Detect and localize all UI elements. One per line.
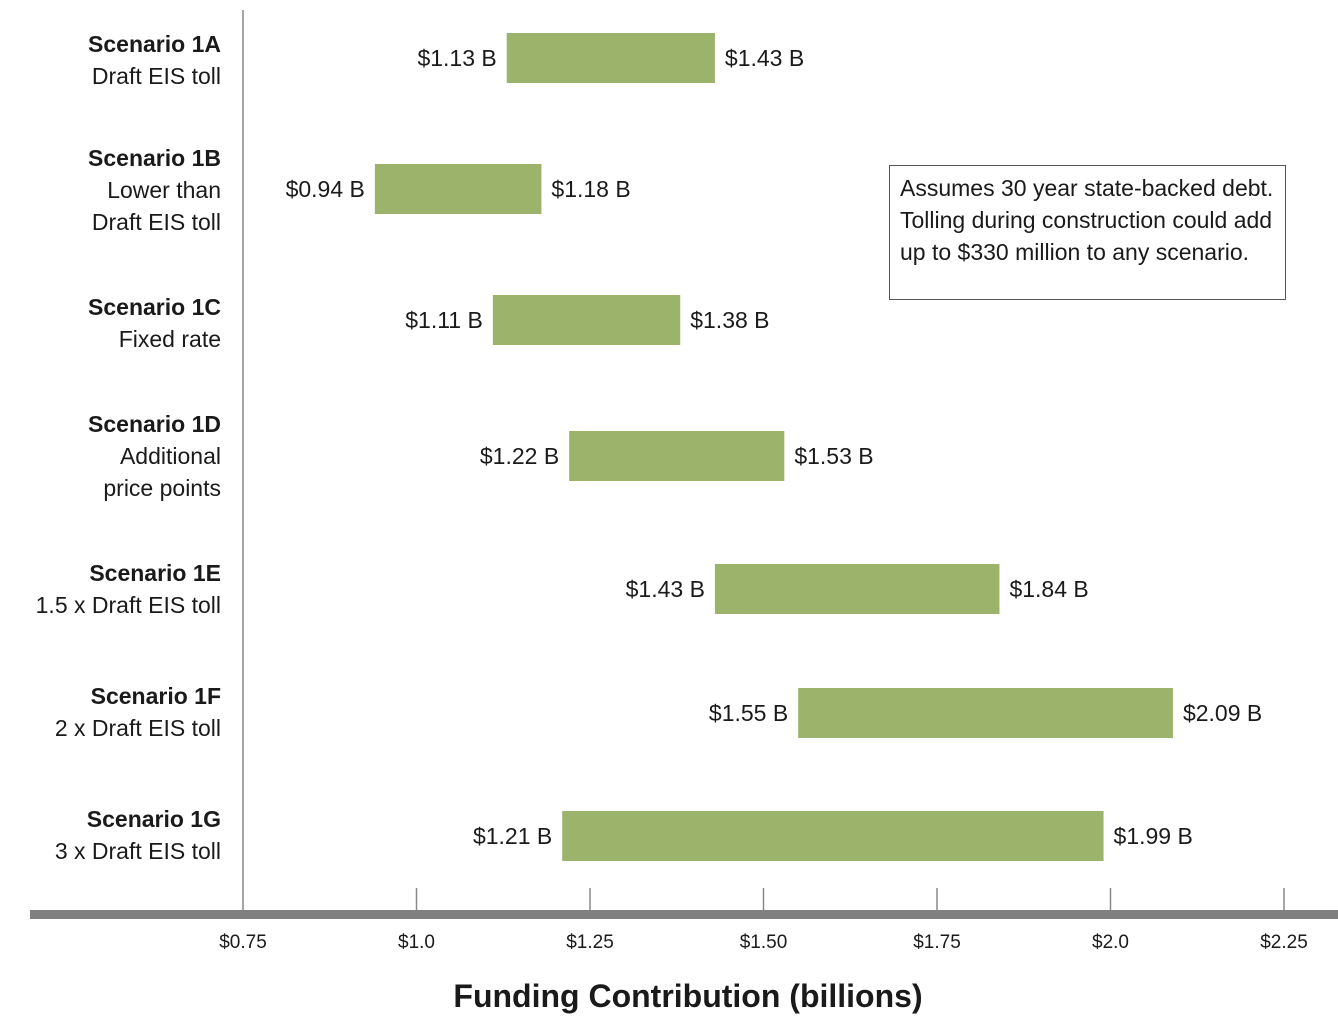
scenario-description: 2 x Draft EIS toll [54,715,221,741]
low-value-label: $1.43 B [625,576,705,602]
x-tick-label: $1.50 [739,932,788,953]
high-value-label: $2.09 B [1182,700,1263,726]
low-value-label: $0.94 B [285,176,365,202]
high-value-label: $1.84 B [1009,576,1089,602]
scenario-name: Scenario 1F [90,683,221,709]
scenario-name: Scenario 1B [88,145,221,171]
category-label: Scenario 1E 1.5 x Draft EIS toll [36,557,221,621]
x-tick-label: $2.0 [1092,932,1129,953]
category-label: Scenario 1C Fixed rate [88,291,221,355]
scenario-name: Scenario 1G [86,806,221,832]
category-label: Scenario 1B Lower than Draft EIS toll [88,142,221,238]
x-tick-label: $0.75 [219,932,267,953]
x-tick-label: $1.25 [566,932,614,953]
category-label: Scenario 1A Draft EIS toll [88,28,221,92]
scenario-description: Additional [119,443,221,469]
scenario-description: price points [103,475,221,501]
low-value-label: $1.21 B [472,823,553,849]
scenario-description: Lower than [107,177,221,203]
scenario-name: Scenario 1D [88,411,221,437]
scenario-name: Scenario 1E [89,560,221,586]
scenario-description: Fixed rate [118,326,221,352]
range-bar [798,688,1173,738]
range-bar [569,431,785,481]
high-value-label: $1.99 B [1113,823,1193,849]
scenario-name: Scenario 1C [88,294,221,320]
scenario-description: Draft EIS toll [91,63,221,89]
x-axis-bar [30,910,1338,919]
low-value-label: $1.13 B [417,45,497,71]
annotation-box: Assumes 30 year state-backed debt. Tolli… [889,165,1286,300]
range-bar [562,811,1104,861]
range-bar [374,164,542,214]
scenario-name: Scenario 1A [88,31,221,57]
category-label: Scenario 1G 3 x Draft EIS toll [55,803,221,867]
scenario-description: 1.5 x Draft EIS toll [35,592,221,618]
high-value-label: $1.38 B [690,307,770,333]
category-label: Scenario 1D Additional price points [88,408,221,504]
high-value-label: $1.53 B [794,443,874,469]
low-value-label: $1.22 B [479,443,560,469]
low-value-label: $1.11 B [405,307,483,333]
high-value-label: $1.43 B [724,45,805,71]
scenario-description: 3 x Draft EIS toll [54,838,221,864]
x-tick-label: $1.75 [913,932,961,953]
range-bar [714,564,1000,614]
x-tick-label: $1.0 [398,932,435,953]
category-label: Scenario 1F 2 x Draft EIS toll [55,680,221,744]
low-value-label: $1.55 B [708,700,789,726]
x-axis-label: Funding Contribution (billions) [453,978,923,1014]
x-tick-label: $2.25 [1260,932,1308,953]
range-bar [492,295,681,345]
bars [374,33,1173,861]
range-bar [506,33,715,83]
scenario-description: Draft EIS toll [91,209,221,235]
high-value-label: $1.18 B [551,176,631,202]
x-tick-marks [415,888,1285,910]
